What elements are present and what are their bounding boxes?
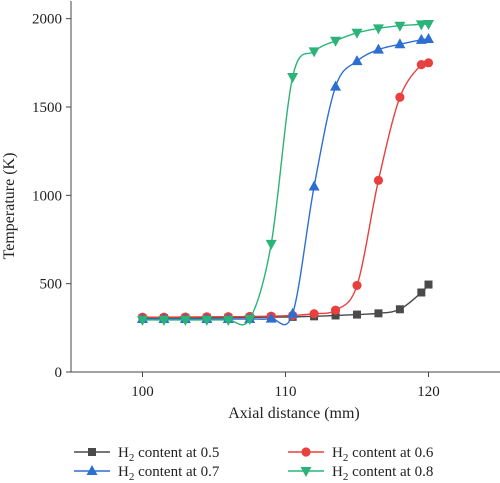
data-point — [287, 72, 299, 83]
data-point — [417, 288, 426, 297]
legend-label: H2 content at 0.6 — [332, 445, 434, 464]
legend-label: H2 content at 0.8 — [332, 464, 433, 483]
data-point — [330, 305, 341, 315]
x-tick-label: 110 — [275, 384, 297, 400]
legend-item: H2 content at 0.5 — [74, 445, 219, 464]
y-axis-title: Temperature (K) — [1, 153, 18, 260]
data-point — [424, 280, 433, 289]
data-point — [331, 311, 340, 320]
y-tick-label: 0 — [55, 365, 63, 381]
data-point — [201, 315, 213, 326]
data-point — [416, 60, 426, 70]
data-point — [330, 80, 342, 91]
legend: H2 content at 0.5 H2 content at 0.6H2 con… — [74, 445, 434, 483]
data-point — [179, 315, 191, 326]
legend-item: H2 content at 0.8 — [288, 464, 433, 483]
data-point — [423, 32, 434, 43]
data-point — [351, 28, 363, 39]
y-tick-label: 1500 — [32, 100, 62, 116]
data-point — [352, 280, 362, 291]
y-tick-label: 500 — [40, 277, 63, 293]
data-point — [373, 175, 384, 185]
data-point — [287, 307, 299, 318]
series-4 — [137, 19, 434, 326]
data-point — [394, 21, 406, 32]
data-point — [372, 43, 384, 54]
data-point — [423, 58, 434, 68]
legend-marker — [301, 447, 311, 457]
series-line — [142, 38, 429, 326]
x-tick-label: 100 — [131, 384, 154, 400]
data-point — [394, 38, 406, 49]
legend-item: H2 content at 0.6 — [288, 445, 434, 464]
data-point — [265, 312, 277, 323]
data-point — [353, 310, 361, 319]
x-axis-title: Axial distance (mm) — [228, 405, 360, 422]
data-point — [395, 305, 404, 314]
legend-item: H2 content at 0.7 — [74, 464, 220, 483]
legend-marker — [88, 448, 96, 456]
legend-label: H2 content at 0.7 — [118, 464, 220, 483]
data-point — [308, 47, 320, 58]
legend-label: H2 content at 0.5 — [118, 445, 219, 464]
data-point — [374, 309, 383, 318]
data-point — [351, 55, 363, 66]
y-tick-label: 1000 — [32, 188, 62, 204]
data-point — [244, 315, 256, 325]
data-point — [330, 36, 342, 47]
data-point — [372, 24, 384, 35]
data-point — [395, 92, 405, 102]
tick-layer: 100 110 120 0 500 1000 1500 2000 — [32, 12, 440, 400]
series-line — [142, 23, 429, 326]
data-point — [222, 315, 234, 326]
data-point — [137, 315, 148, 326]
data-point — [423, 19, 434, 30]
x-tick-label: 120 — [417, 384, 440, 400]
data-point — [415, 20, 427, 31]
legend-marker — [86, 465, 98, 475]
series-layer — [137, 19, 434, 326]
data-point — [308, 180, 320, 191]
data-point — [309, 309, 319, 319]
data-point — [265, 239, 277, 250]
data-point — [158, 315, 170, 326]
y-tick-label: 2000 — [32, 12, 62, 28]
legend-marker — [300, 467, 312, 477]
